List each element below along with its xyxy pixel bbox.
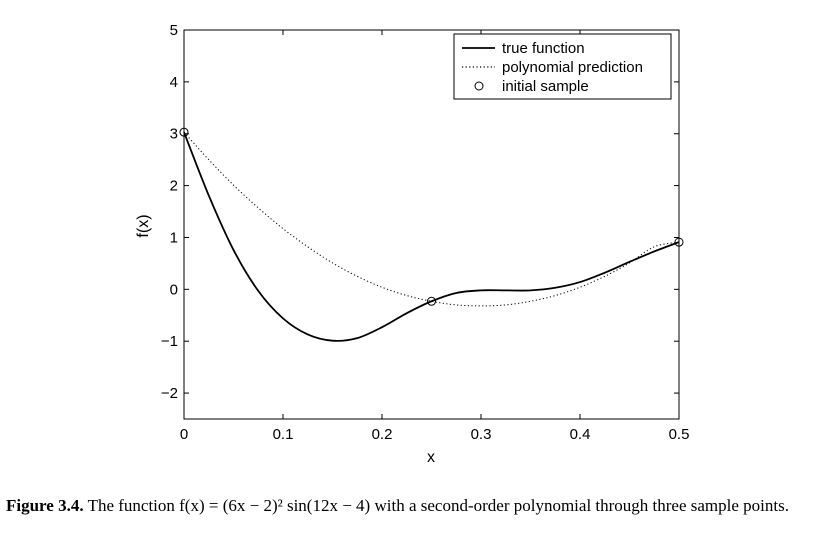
y-tick-label: 1: [170, 229, 178, 246]
y-tick-label: 5: [170, 22, 178, 39]
axis-ticks: 0 0.1 0.2 0.3 0.4 0.5 −2 −1 0 1 2 3 4 5: [161, 22, 690, 443]
y-tick-label: 0: [170, 281, 178, 298]
polynomial-prediction-line: [183, 131, 680, 307]
x-tick-label: 0.5: [669, 426, 690, 443]
y-axis-label: f(x): [135, 214, 152, 237]
y-tick-label: 4: [170, 74, 178, 91]
legend-label: initial sample: [502, 78, 589, 95]
initial-sample-marker: [427, 296, 436, 306]
legend-box: [453, 33, 672, 100]
y-tick-label: −1: [161, 333, 178, 350]
legend-label: true function: [502, 40, 585, 57]
x-tick-label: 0.1: [273, 426, 294, 443]
y-tick-label: −2: [161, 385, 178, 402]
legend-swatch-marker: [474, 81, 484, 91]
x-axis-label: x: [427, 449, 435, 466]
data-series: [179, 127, 684, 342]
initial-sample-marker: [179, 127, 189, 137]
y-tick-label: 3: [170, 126, 178, 143]
caption-label: Figure 3.4.: [6, 496, 84, 515]
true-function-line: [183, 131, 680, 342]
legend: true function polynomial prediction initia…: [453, 33, 672, 100]
legend-label: polynomial prediction: [502, 59, 643, 76]
caption-text: The function f(x) = (6x − 2)² sin(12x − …: [87, 496, 789, 515]
initial-sample-marker: [674, 237, 684, 247]
x-tick-label: 0.4: [570, 426, 591, 443]
x-tick-label: 0: [180, 426, 188, 443]
plot-frame: [183, 29, 680, 420]
x-tick-label: 0.2: [372, 426, 393, 443]
x-tick-label: 0.3: [471, 426, 492, 443]
y-tick-label: 2: [170, 178, 178, 195]
figure-caption: Figure 3.4. The function f(x) = (6x − 2)…: [6, 494, 818, 518]
